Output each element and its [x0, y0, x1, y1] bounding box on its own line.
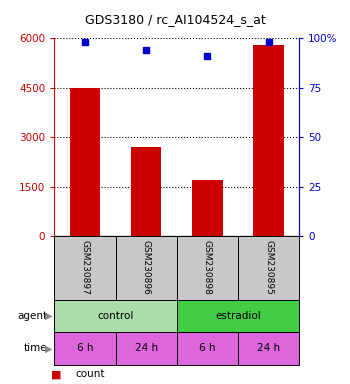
Bar: [177, 236, 238, 300]
Text: GSM230897: GSM230897: [80, 240, 89, 295]
Bar: [238, 236, 299, 300]
Text: ■: ■: [51, 369, 61, 379]
Text: 24 h: 24 h: [257, 343, 280, 354]
Text: GDS3180 / rc_AI104524_s_at: GDS3180 / rc_AI104524_s_at: [85, 13, 265, 26]
Bar: [54, 236, 116, 300]
Text: count: count: [75, 369, 105, 379]
Bar: [177, 332, 238, 365]
Text: time: time: [24, 343, 47, 354]
Text: ▶: ▶: [45, 311, 52, 321]
Bar: [54, 332, 116, 365]
Text: 6 h: 6 h: [199, 343, 216, 354]
Text: GSM230895: GSM230895: [264, 240, 273, 295]
Bar: [177, 300, 299, 332]
Text: GSM230898: GSM230898: [203, 240, 212, 295]
Text: 24 h: 24 h: [134, 343, 158, 354]
Bar: [253, 45, 284, 236]
Text: 6 h: 6 h: [77, 343, 93, 354]
Bar: [116, 236, 177, 300]
Bar: [192, 180, 223, 236]
Bar: [238, 332, 299, 365]
Bar: [54, 300, 177, 332]
Text: control: control: [97, 311, 134, 321]
Bar: [116, 332, 177, 365]
Bar: [131, 147, 161, 236]
Text: estradiol: estradiol: [215, 311, 261, 321]
Text: ▶: ▶: [45, 343, 52, 354]
Text: agent: agent: [17, 311, 47, 321]
Text: GSM230896: GSM230896: [142, 240, 150, 295]
Bar: [70, 88, 100, 236]
